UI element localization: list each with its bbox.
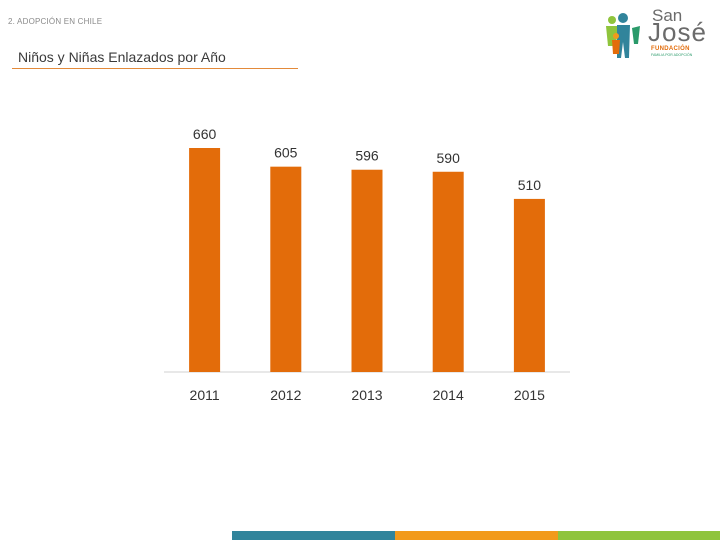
- logo-jose-text: José: [648, 17, 707, 47]
- footer-bar-green: [558, 531, 720, 540]
- x-tick-label-2015: 2015: [514, 387, 545, 403]
- data-label-2014: 590: [437, 150, 461, 166]
- x-tick-label-2013: 2013: [351, 387, 382, 403]
- logo-fundacion-text: FUNDACIÓN: [651, 46, 690, 52]
- section-label: 2. ADOPCIÓN EN CHILE: [8, 17, 103, 26]
- footer-bar-teal: [232, 531, 395, 540]
- bar-2011: [189, 148, 221, 372]
- data-label-2011: 660: [193, 126, 217, 142]
- data-label-2012: 605: [274, 145, 298, 161]
- logo-san-text: San: [652, 6, 683, 25]
- footer-bar-orange: [395, 531, 558, 540]
- bar-2015: [513, 198, 545, 372]
- title-underline: [12, 68, 298, 69]
- data-label-2013: 596: [355, 148, 379, 164]
- bar-2014: [432, 171, 464, 372]
- logo-subtitle-text: FAMILIA POR ADOPCIÓN: [651, 53, 693, 57]
- slide-title: Niños y Niñas Enlazados por Año: [18, 49, 226, 65]
- x-tick-label-2011: 2011: [190, 387, 220, 403]
- x-tick-label-2014: 2014: [433, 387, 464, 403]
- bar-2013: [351, 169, 383, 372]
- data-label-2015: 510: [518, 177, 542, 193]
- fundacion-san-jose-logo-icon: [606, 13, 640, 58]
- bar-2012: [270, 166, 302, 372]
- x-tick-label-2012: 2012: [270, 387, 301, 403]
